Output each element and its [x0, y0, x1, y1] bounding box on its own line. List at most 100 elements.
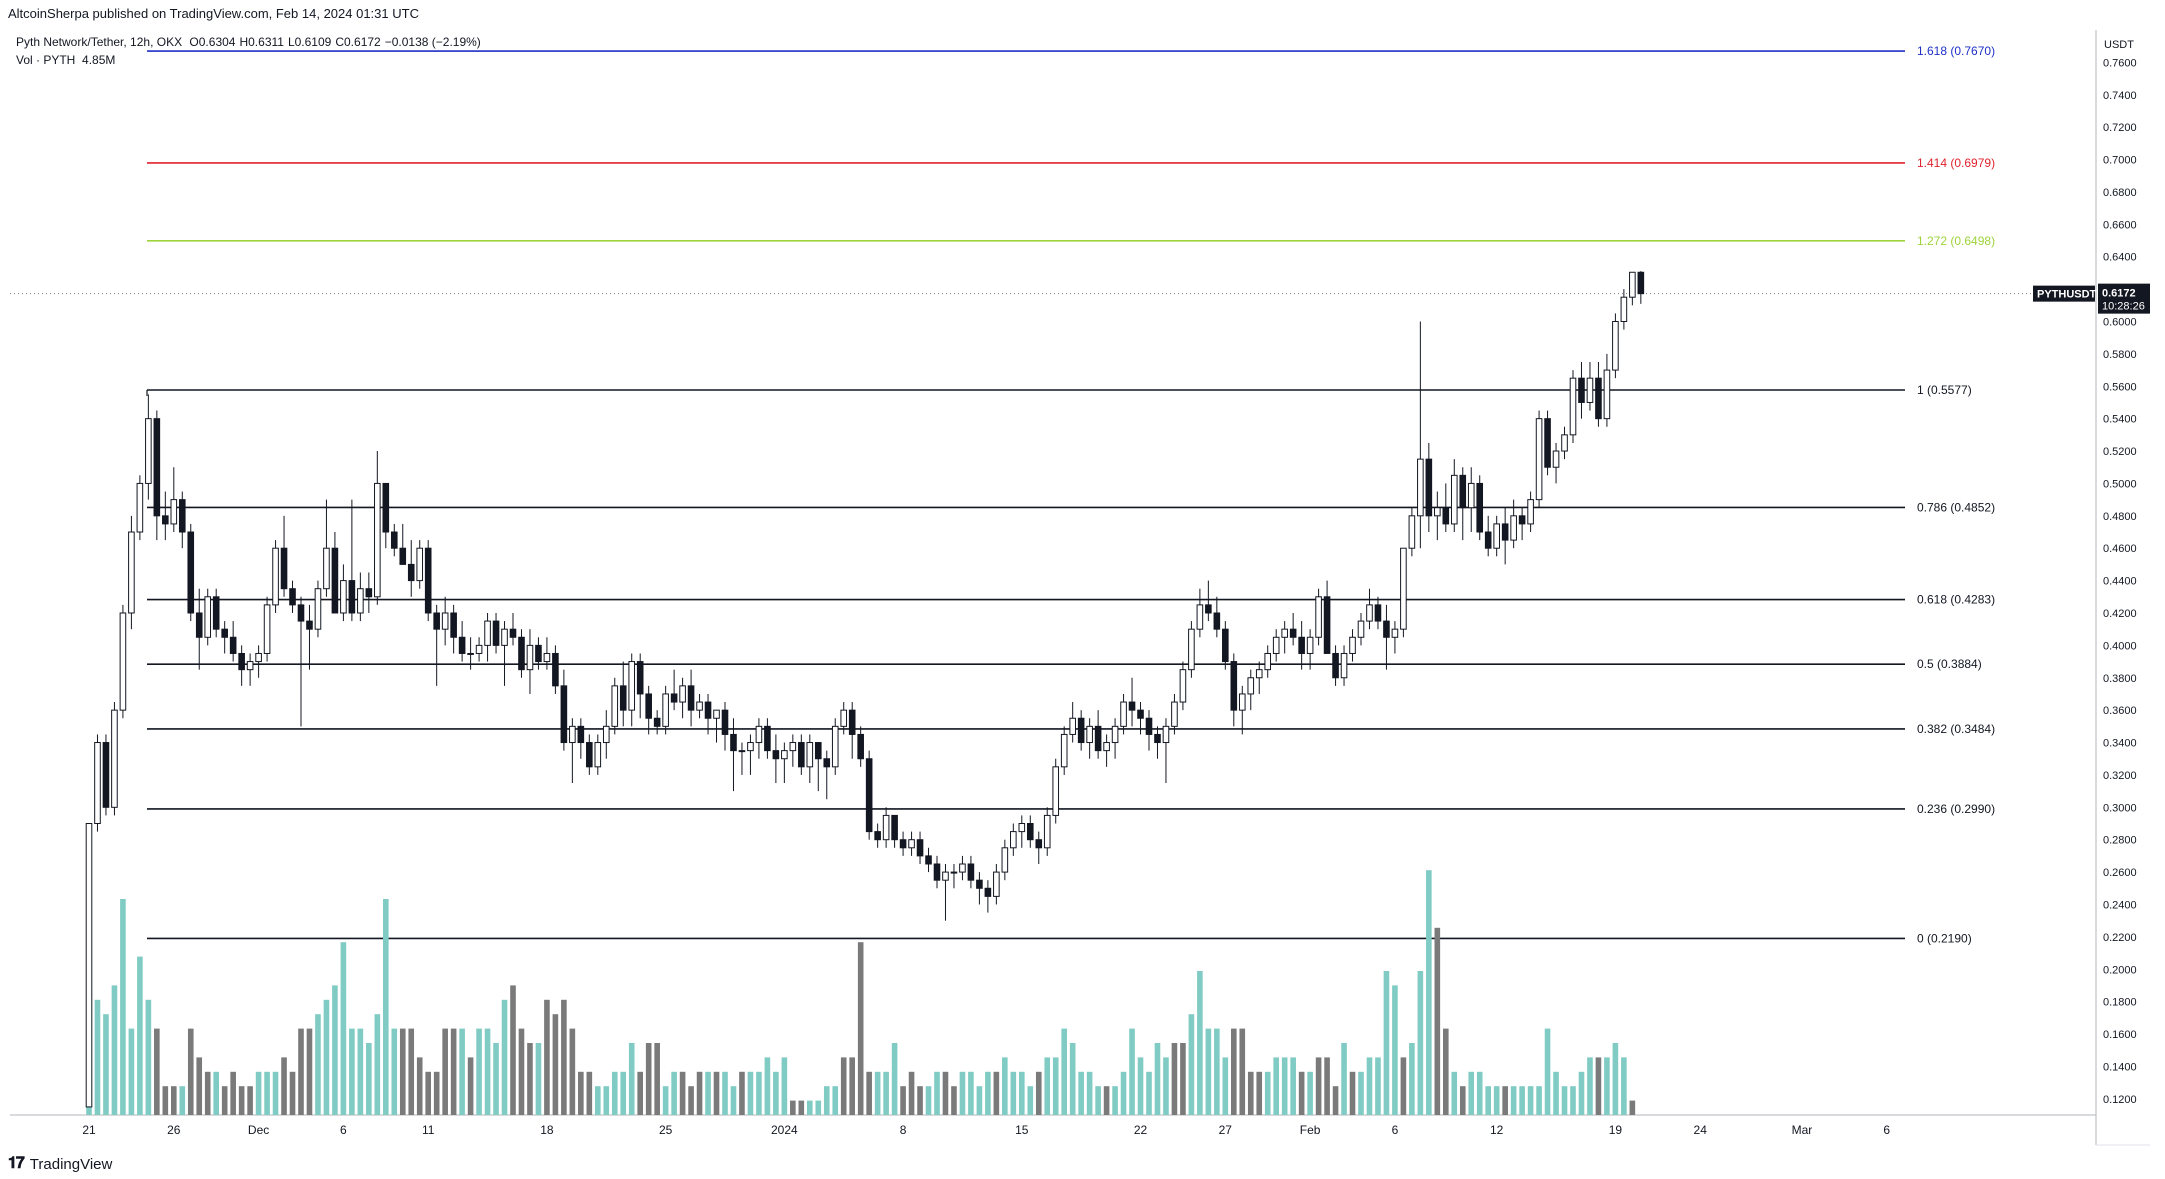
volume-bar: [315, 1014, 321, 1115]
candle-body: [611, 685, 619, 727]
volume-bar: [552, 1014, 559, 1115]
volume-bar: [756, 1071, 762, 1115]
candle-body: [1629, 271, 1636, 298]
volume-bar: [154, 1028, 160, 1115]
price-tick-label: 0.6400: [2103, 252, 2137, 264]
candle-body: [755, 725, 763, 744]
candle-body: [221, 628, 228, 638]
volume-bar: [1443, 1028, 1449, 1115]
volume-bar: [1561, 1086, 1568, 1115]
candle-body: [1315, 596, 1322, 638]
price-tick-label: 0.1600: [2103, 1029, 2137, 1041]
volume-bar: [917, 1086, 923, 1115]
price-tick-label: 0.7400: [2103, 90, 2137, 102]
candle-body: [229, 636, 237, 654]
volume-bar: [815, 1100, 822, 1115]
volume-bar: [1044, 1057, 1051, 1115]
candle-body: [1595, 377, 1602, 420]
candle-body: [899, 839, 907, 849]
volume-bar: [1476, 1071, 1483, 1115]
candle-body: [136, 482, 144, 533]
candle-body: [85, 823, 93, 1108]
volume-bar: [1544, 1028, 1551, 1115]
tradingview-logo[interactable]: 𝟏𝟕 TradingView: [8, 1155, 112, 1173]
candle-body: [458, 636, 466, 654]
volume-bar: [807, 1100, 813, 1115]
candle-body: [433, 612, 440, 630]
volume-bar: [196, 1057, 203, 1115]
volume-bar: [781, 1057, 788, 1115]
candle-body: [1544, 418, 1551, 468]
candle-body: [390, 531, 398, 549]
candle-body: [1162, 725, 1170, 744]
volume-bar: [264, 1071, 270, 1115]
time-axis[interactable]: 21 26 Dec 6 11 18 25 2024 8 15 22 27 Feb 6 12 19 24 Mar 6: [82, 1123, 1890, 1137]
candle-body: [628, 661, 636, 711]
candle-body: [857, 733, 864, 760]
candle-body: [721, 709, 729, 735]
price-tick-label: 0.1200: [2103, 1094, 2137, 1106]
candle-body: [382, 482, 390, 533]
volume-bar: [645, 1043, 652, 1115]
volume-bar: [662, 1086, 669, 1115]
volume-bar: [433, 1071, 440, 1115]
volume-bar: [1154, 1043, 1161, 1115]
volume-bar: [891, 1043, 898, 1115]
price-tick-label: 0.4200: [2103, 608, 2137, 620]
volume-bar: [1612, 1043, 1619, 1115]
symbol-name[interactable]: Pyth Network/Tether, 12h, OKX: [16, 35, 183, 49]
volume-bar: [705, 1071, 711, 1115]
time-tick-label: Feb: [1300, 1123, 1321, 1137]
time-tick-label: 25: [659, 1123, 673, 1137]
volume-bar: [450, 1028, 457, 1115]
price-tick-label: 0.3600: [2103, 705, 2137, 717]
volume-bar: [1519, 1086, 1525, 1115]
candle-body: [1484, 531, 1492, 549]
candle-body: [374, 482, 381, 598]
candle-body: [246, 661, 254, 671]
volume-bar: [1019, 1071, 1025, 1115]
candle-body: [1035, 839, 1043, 849]
candle-body: [1552, 450, 1560, 468]
candle-body: [407, 563, 415, 582]
volume-bar: [1604, 1057, 1610, 1115]
time-tick-label: 21: [82, 1123, 96, 1137]
candle-body: [416, 547, 424, 582]
volume-bar: [1052, 1057, 1059, 1115]
candle-body: [475, 644, 483, 654]
volume-bar: [1086, 1071, 1093, 1115]
candle-body: [1222, 628, 1229, 663]
price-tick-label: 0.5000: [2103, 478, 2137, 490]
price-tick-label: 0.7000: [2103, 155, 2137, 167]
price-tick-label: 0.6000: [2103, 316, 2137, 328]
candle-body: [441, 612, 449, 630]
time-tick-label: 6: [1883, 1123, 1890, 1137]
candle-body: [263, 604, 271, 654]
volume-bar: [535, 1043, 542, 1115]
candle-body: [950, 871, 958, 874]
price-axis[interactable]: USDT 0.7600 0.7400 0.7200 0.7000 0.6800 0.6600…: [2103, 39, 2137, 1106]
candle-body: [764, 725, 771, 752]
candle-body: [178, 499, 186, 533]
price-tick-label: 0.5800: [2103, 349, 2137, 361]
volume-bar: [840, 1057, 847, 1115]
candle-body: [162, 515, 169, 525]
volume-bar: [679, 1071, 686, 1115]
candle-body: [933, 863, 941, 881]
volume-bar: [1400, 1057, 1407, 1115]
volume-bar: [1103, 1086, 1110, 1115]
volume-bar: [323, 999, 330, 1115]
volume-bar: [1510, 1086, 1517, 1115]
volume-bar: [1383, 971, 1390, 1115]
candle-body: [1077, 717, 1085, 744]
candle-body: [662, 693, 669, 727]
candle-body: [1400, 547, 1407, 630]
volume-bar: [883, 1071, 889, 1115]
symbol-tag-text: PYTHUSDT: [2037, 289, 2097, 301]
ohlc-change: −0.0138 (−2.19%): [384, 35, 481, 49]
candle-body: [348, 580, 356, 614]
volume-bar: [1307, 1071, 1313, 1115]
price-tick-label: 0.6800: [2103, 187, 2137, 199]
volume-bar: [628, 1043, 635, 1115]
